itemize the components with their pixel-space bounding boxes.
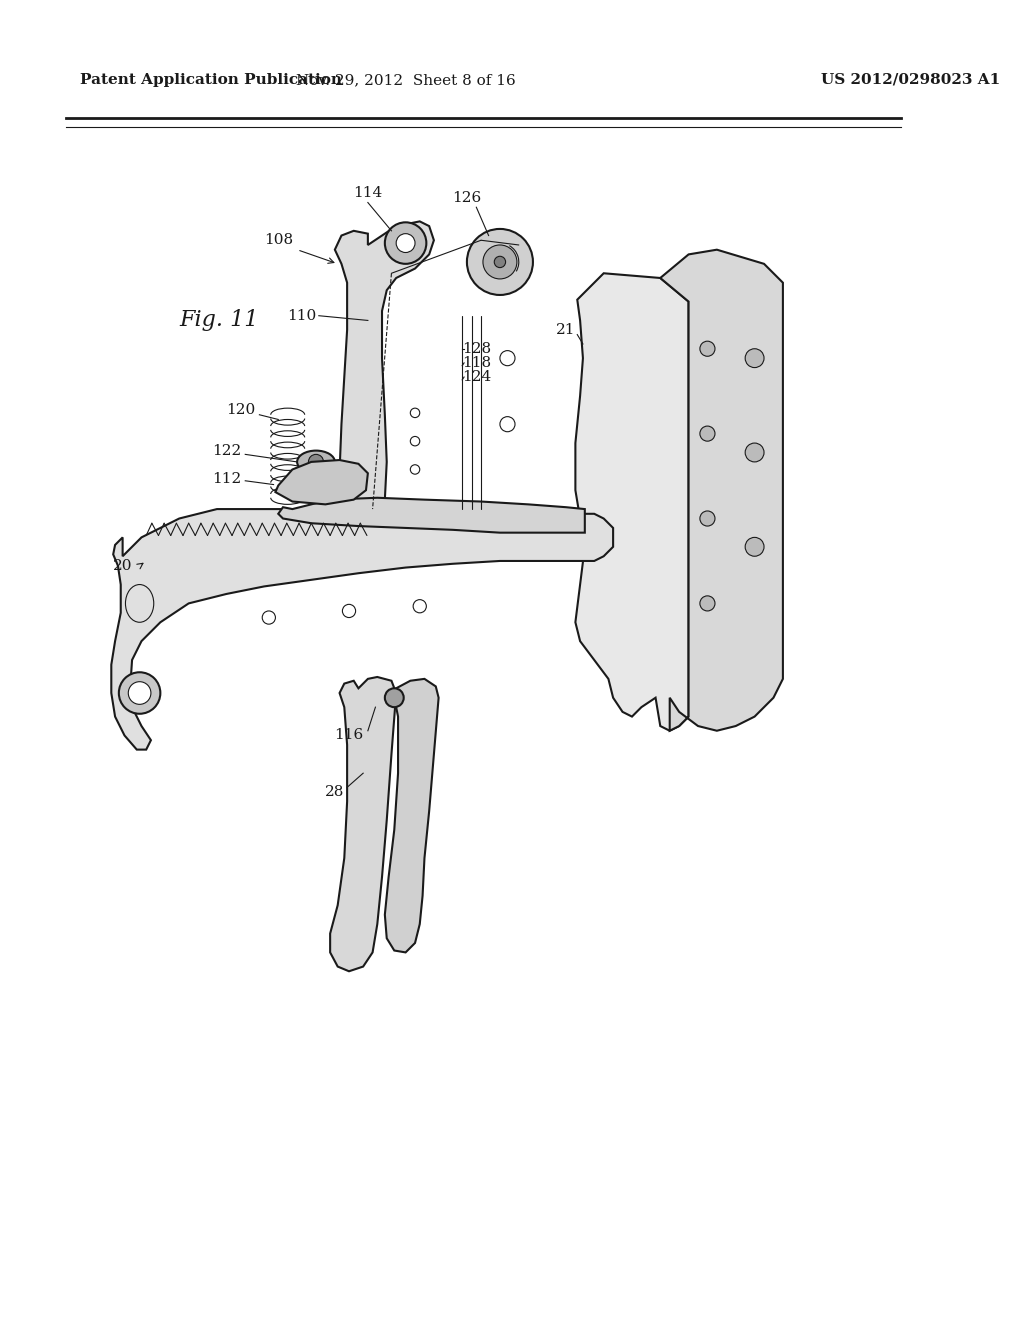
Circle shape bbox=[483, 246, 517, 279]
Text: US 2012/0298023 A1: US 2012/0298023 A1 bbox=[820, 73, 999, 87]
Polygon shape bbox=[330, 677, 396, 972]
Circle shape bbox=[745, 444, 764, 462]
Circle shape bbox=[699, 511, 715, 527]
Polygon shape bbox=[275, 461, 368, 504]
Circle shape bbox=[699, 595, 715, 611]
Polygon shape bbox=[660, 249, 783, 731]
Polygon shape bbox=[279, 498, 585, 533]
Circle shape bbox=[385, 222, 426, 264]
Circle shape bbox=[119, 672, 161, 714]
Text: Patent Application Publication: Patent Application Publication bbox=[80, 73, 342, 87]
Text: Nov. 29, 2012  Sheet 8 of 16: Nov. 29, 2012 Sheet 8 of 16 bbox=[296, 73, 515, 87]
Text: 28: 28 bbox=[326, 785, 344, 799]
Circle shape bbox=[396, 234, 415, 252]
Text: 108: 108 bbox=[264, 234, 293, 247]
Text: 124: 124 bbox=[462, 370, 490, 384]
Text: 20: 20 bbox=[113, 558, 132, 573]
Circle shape bbox=[385, 688, 403, 708]
Circle shape bbox=[745, 348, 764, 367]
Circle shape bbox=[699, 341, 715, 356]
Text: 116: 116 bbox=[335, 729, 364, 742]
Polygon shape bbox=[385, 678, 438, 953]
Polygon shape bbox=[112, 510, 613, 750]
Circle shape bbox=[745, 537, 764, 556]
Text: Fig. 11: Fig. 11 bbox=[179, 309, 259, 331]
Text: 122: 122 bbox=[212, 444, 241, 458]
Text: 110: 110 bbox=[287, 309, 316, 322]
Text: 120: 120 bbox=[226, 403, 255, 417]
Circle shape bbox=[308, 454, 324, 470]
Text: 114: 114 bbox=[353, 186, 383, 201]
Circle shape bbox=[467, 228, 532, 294]
Circle shape bbox=[699, 426, 715, 441]
Text: 118: 118 bbox=[462, 356, 490, 370]
Polygon shape bbox=[575, 273, 688, 731]
Text: 126: 126 bbox=[453, 191, 481, 205]
Circle shape bbox=[128, 681, 151, 705]
Ellipse shape bbox=[297, 450, 335, 474]
Circle shape bbox=[495, 256, 506, 268]
Text: 112: 112 bbox=[212, 471, 241, 486]
Text: 21: 21 bbox=[556, 323, 575, 337]
Text: 128: 128 bbox=[462, 342, 490, 355]
Polygon shape bbox=[335, 222, 434, 523]
